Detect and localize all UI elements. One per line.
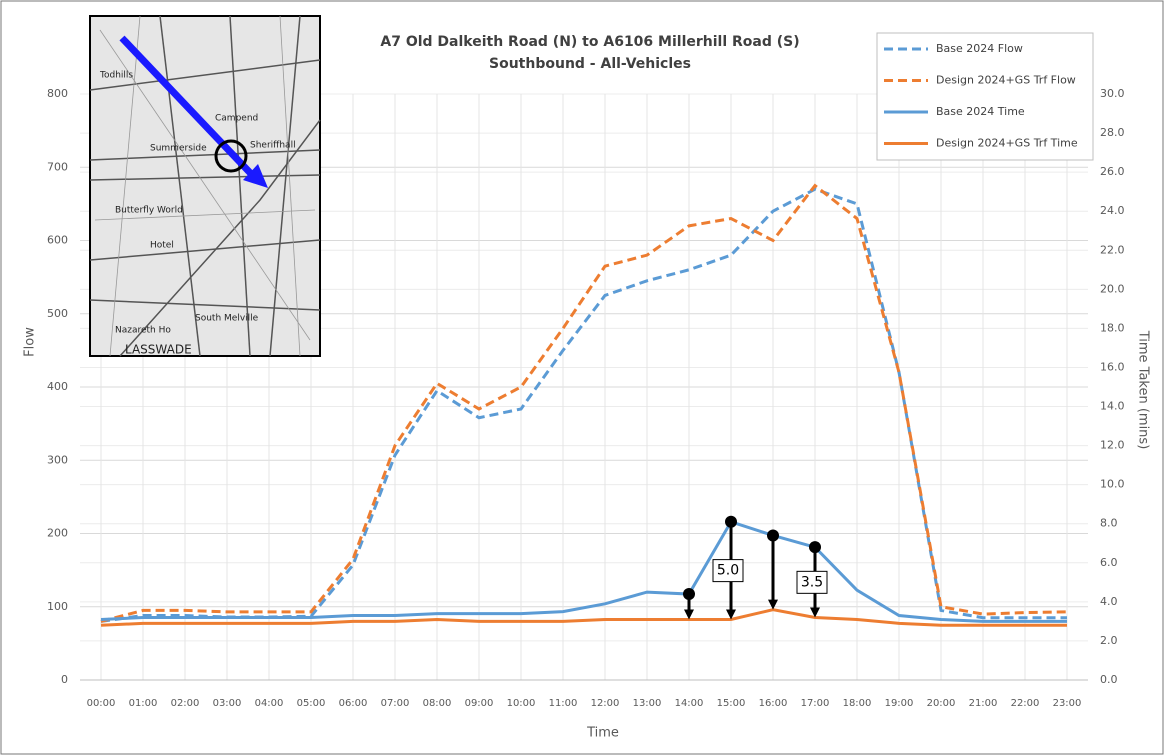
x-tick-label: 14:00 bbox=[675, 698, 704, 709]
x-tick-label: 16:00 bbox=[759, 698, 788, 709]
x-tick-label: 19:00 bbox=[885, 698, 914, 709]
y-tick-label: 400 bbox=[47, 380, 68, 393]
y2-tick-label: 16.0 bbox=[1100, 360, 1125, 373]
y-tick-label: 500 bbox=[47, 307, 68, 320]
chart-subtitle: Southbound - All-Vehicles bbox=[489, 56, 691, 72]
y2-tick-label: 18.0 bbox=[1100, 321, 1125, 334]
x-tick-label: 17:00 bbox=[801, 698, 830, 709]
x-tick-label: 20:00 bbox=[927, 698, 956, 709]
y-tick-label: 600 bbox=[47, 234, 68, 247]
map-label: Nazareth Ho bbox=[115, 326, 171, 336]
y2-tick-label: 8.0 bbox=[1100, 517, 1118, 530]
x-tick-label: 18:00 bbox=[843, 698, 872, 709]
y2-tick-label: 4.0 bbox=[1100, 595, 1118, 608]
map-label: Summerside bbox=[150, 144, 207, 154]
x-tick-label: 15:00 bbox=[717, 698, 746, 709]
map-label: Hotel bbox=[150, 241, 174, 251]
annotation-dot bbox=[683, 588, 695, 600]
y2-tick-label: 22.0 bbox=[1100, 243, 1125, 256]
y2-tick-label: 6.0 bbox=[1100, 556, 1118, 569]
legend: Base 2024 Flow Design 2024+GS Trf Flow Bas… bbox=[877, 33, 1093, 160]
x-tick-label: 22:00 bbox=[1011, 698, 1040, 709]
annotation-label: 3.5 bbox=[801, 574, 823, 590]
map-label: Todhills bbox=[99, 71, 133, 81]
y-tick-label: 0 bbox=[61, 673, 68, 686]
x-tick-label: 23:00 bbox=[1053, 698, 1082, 709]
x-tick-label: 04:00 bbox=[255, 698, 284, 709]
annotation-dot bbox=[725, 516, 737, 528]
legend-label: Design 2024+GS Trf Time bbox=[936, 137, 1078, 150]
x-tick-label: 03:00 bbox=[213, 698, 242, 709]
y-axis-title: Flow bbox=[23, 327, 38, 357]
y2-tick-label: 0.0 bbox=[1100, 673, 1118, 686]
x-tick-label: 07:00 bbox=[381, 698, 410, 709]
y2-tick-label: 30.0 bbox=[1100, 87, 1125, 100]
x-tick-label: 05:00 bbox=[297, 698, 326, 709]
legend-label: Base 2024 Time bbox=[936, 105, 1025, 118]
y2-tick-label: 10.0 bbox=[1100, 478, 1125, 491]
y2-tick-label: 12.0 bbox=[1100, 439, 1125, 452]
x-axis-title: Time bbox=[586, 726, 619, 741]
x-tick-label: 10:00 bbox=[507, 698, 536, 709]
map-label: Sheriffhall bbox=[250, 141, 296, 151]
y2-tick-label: 24.0 bbox=[1100, 204, 1125, 217]
chart: 5.0 3.5 A7 Old Dalkeith Road (N) to A6106… bbox=[0, 0, 1165, 756]
y-tick-label: 300 bbox=[47, 453, 68, 466]
annotation-label: 5.0 bbox=[717, 563, 739, 579]
x-tick-label: 00:00 bbox=[87, 698, 116, 709]
x-tick-label: 06:00 bbox=[339, 698, 368, 709]
y2-axis-title: Time Taken (mins) bbox=[1136, 330, 1151, 450]
y2-tick-label: 28.0 bbox=[1100, 126, 1125, 139]
annotation-dot bbox=[767, 529, 779, 541]
map-label: Butterfly World bbox=[115, 206, 183, 216]
y2-tick-label: 14.0 bbox=[1100, 400, 1125, 413]
map-label: LASSWADE bbox=[125, 343, 192, 357]
map-label: South Melville bbox=[195, 314, 259, 324]
y2-tick-label: 26.0 bbox=[1100, 165, 1125, 178]
y-tick-label: 700 bbox=[47, 160, 68, 173]
x-tick-label: 01:00 bbox=[129, 698, 158, 709]
inset-map: Summerside Sheriffhall Campend Butterfly… bbox=[90, 16, 320, 357]
legend-label: Base 2024 Flow bbox=[936, 42, 1023, 55]
x-tick-label: 09:00 bbox=[465, 698, 494, 709]
x-tick-label: 13:00 bbox=[633, 698, 662, 709]
y-tick-label: 100 bbox=[47, 600, 68, 613]
x-tick-label: 08:00 bbox=[423, 698, 452, 709]
chart-title: A7 Old Dalkeith Road (N) to A6106 Miller… bbox=[380, 34, 799, 50]
annotation-dot bbox=[809, 541, 821, 553]
x-tick-label: 21:00 bbox=[969, 698, 998, 709]
x-tick-label: 02:00 bbox=[171, 698, 200, 709]
y2-tick-label: 2.0 bbox=[1100, 634, 1118, 647]
y-tick-label: 800 bbox=[47, 87, 68, 100]
y-tick-label: 200 bbox=[47, 527, 68, 540]
map-label: Campend bbox=[215, 114, 258, 124]
x-tick-label: 12:00 bbox=[591, 698, 620, 709]
y2-tick-label: 20.0 bbox=[1100, 282, 1125, 295]
legend-label: Design 2024+GS Trf Flow bbox=[936, 74, 1076, 87]
x-tick-label: 11:00 bbox=[549, 698, 578, 709]
